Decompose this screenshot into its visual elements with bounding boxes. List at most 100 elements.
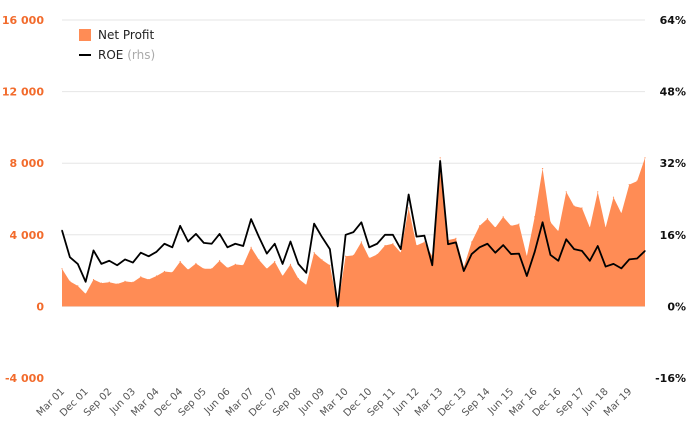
roe-point-6 bbox=[108, 260, 110, 262]
roe-line-layer bbox=[61, 160, 646, 308]
net-profit-point-11 bbox=[148, 278, 150, 281]
roe-point-50 bbox=[455, 241, 457, 244]
roe-point-67 bbox=[589, 260, 591, 262]
net-profit-point-26 bbox=[266, 268, 268, 270]
net-profit-point-30 bbox=[297, 278, 299, 280]
roe-point-13 bbox=[163, 243, 166, 245]
right-tick-label-4: 48% bbox=[660, 86, 686, 99]
roe-point-72 bbox=[628, 258, 630, 261]
legend: Net Profit ROE (rhs) bbox=[79, 28, 155, 62]
roe-point-3 bbox=[85, 281, 87, 283]
left-tick-label-2: 4 000 bbox=[10, 229, 45, 242]
net-profit-point-55 bbox=[494, 227, 496, 229]
net-profit-point-61 bbox=[541, 167, 544, 170]
net-profit-point-10 bbox=[140, 276, 142, 278]
roe-point-48 bbox=[439, 160, 441, 162]
roe-point-24 bbox=[250, 218, 252, 220]
net-profit-point-60 bbox=[534, 216, 536, 218]
net-profit-point-54 bbox=[486, 218, 489, 220]
net-profit-point-57 bbox=[510, 225, 512, 227]
legend-roe-suffix: (rhs) bbox=[127, 48, 155, 62]
net-profit-point-40 bbox=[376, 253, 378, 256]
roe-point-17 bbox=[195, 233, 197, 235]
net-profit-point-32 bbox=[313, 252, 315, 254]
net-profit-point-46 bbox=[423, 241, 426, 243]
roe-point-10 bbox=[140, 252, 142, 254]
net-profit-point-8 bbox=[124, 280, 126, 282]
roe-point-19 bbox=[211, 243, 213, 245]
net-profit-point-59 bbox=[526, 255, 528, 257]
roe-point-65 bbox=[573, 248, 575, 250]
roe-point-62 bbox=[549, 254, 552, 256]
net-profit-point-56 bbox=[502, 216, 504, 218]
roe-point-46 bbox=[423, 235, 426, 237]
net-profit-point-48 bbox=[439, 157, 441, 159]
roe-point-57 bbox=[510, 253, 512, 255]
net-profit-point-70 bbox=[612, 196, 615, 198]
roe-point-47 bbox=[431, 264, 433, 266]
roe-point-51 bbox=[463, 270, 465, 272]
legend-roe-name: ROE bbox=[98, 48, 123, 62]
roe-point-20 bbox=[218, 233, 221, 235]
net-profit-point-74 bbox=[644, 157, 646, 159]
roe-point-28 bbox=[281, 263, 284, 265]
roe-point-53 bbox=[478, 246, 481, 248]
roe-point-33 bbox=[321, 236, 323, 238]
roe-point-63 bbox=[557, 260, 559, 262]
net-profit-point-45 bbox=[415, 244, 418, 247]
net-profit-point-12 bbox=[155, 275, 158, 277]
roe-point-32 bbox=[313, 223, 315, 225]
right-tick-label-2: 16% bbox=[660, 229, 686, 242]
roe-point-0 bbox=[61, 229, 63, 231]
roe-point-37 bbox=[352, 231, 355, 233]
roe-point-18 bbox=[203, 242, 205, 244]
roe-point-59 bbox=[526, 275, 528, 277]
net-profit-point-38 bbox=[360, 241, 362, 243]
roe-point-73 bbox=[636, 257, 638, 260]
roe-point-31 bbox=[305, 272, 307, 274]
roe-point-36 bbox=[345, 234, 347, 236]
net-profit-point-72 bbox=[628, 184, 630, 186]
net-profit-point-17 bbox=[195, 262, 197, 265]
net-profit-point-16 bbox=[187, 269, 189, 271]
roe-point-54 bbox=[486, 243, 489, 245]
roe-point-38 bbox=[360, 221, 362, 223]
roe-point-39 bbox=[368, 246, 370, 248]
net-profit-point-23 bbox=[242, 264, 244, 266]
left-tick-label-0: -4 000 bbox=[5, 372, 44, 385]
roe-point-14 bbox=[171, 246, 173, 248]
net-profit-point-4 bbox=[92, 278, 95, 281]
roe-point-29 bbox=[289, 240, 292, 243]
roe-point-1 bbox=[69, 256, 71, 258]
roe-point-5 bbox=[100, 263, 102, 265]
net-profit-point-13 bbox=[163, 270, 166, 273]
roe-point-35 bbox=[337, 305, 339, 307]
roe-point-8 bbox=[124, 258, 126, 261]
net-profit-point-71 bbox=[620, 212, 622, 214]
net-profit-point-58 bbox=[518, 223, 520, 225]
roe-point-42 bbox=[392, 234, 394, 236]
net-profit-point-65 bbox=[573, 205, 575, 207]
roe-point-64 bbox=[565, 238, 567, 240]
net-profit-point-63 bbox=[557, 230, 559, 232]
net-profit-point-67 bbox=[589, 227, 591, 229]
roe-point-22 bbox=[234, 243, 236, 245]
net-profit-point-3 bbox=[85, 293, 87, 295]
roe-point-7 bbox=[116, 264, 118, 266]
net-profit-point-34 bbox=[329, 264, 331, 266]
legend-roe-label: ROE (rhs) bbox=[98, 48, 155, 62]
net-profit-point-0 bbox=[61, 268, 63, 270]
roe-point-4 bbox=[92, 249, 95, 252]
right-tick-label-1: 0% bbox=[667, 300, 686, 313]
left-axis-ticks: -4 000 0 4 000 8 000 12 000 16 000 bbox=[2, 14, 44, 385]
net-profit-point-6 bbox=[108, 281, 110, 283]
roe-point-40 bbox=[376, 243, 378, 245]
roe-point-74 bbox=[644, 250, 646, 252]
right-axis-ticks: -16% 0% 16% 32% 48% 64% bbox=[655, 14, 686, 385]
net-profit-point-44 bbox=[408, 207, 410, 209]
roe-point-12 bbox=[155, 251, 158, 253]
roe-point-23 bbox=[242, 245, 244, 247]
